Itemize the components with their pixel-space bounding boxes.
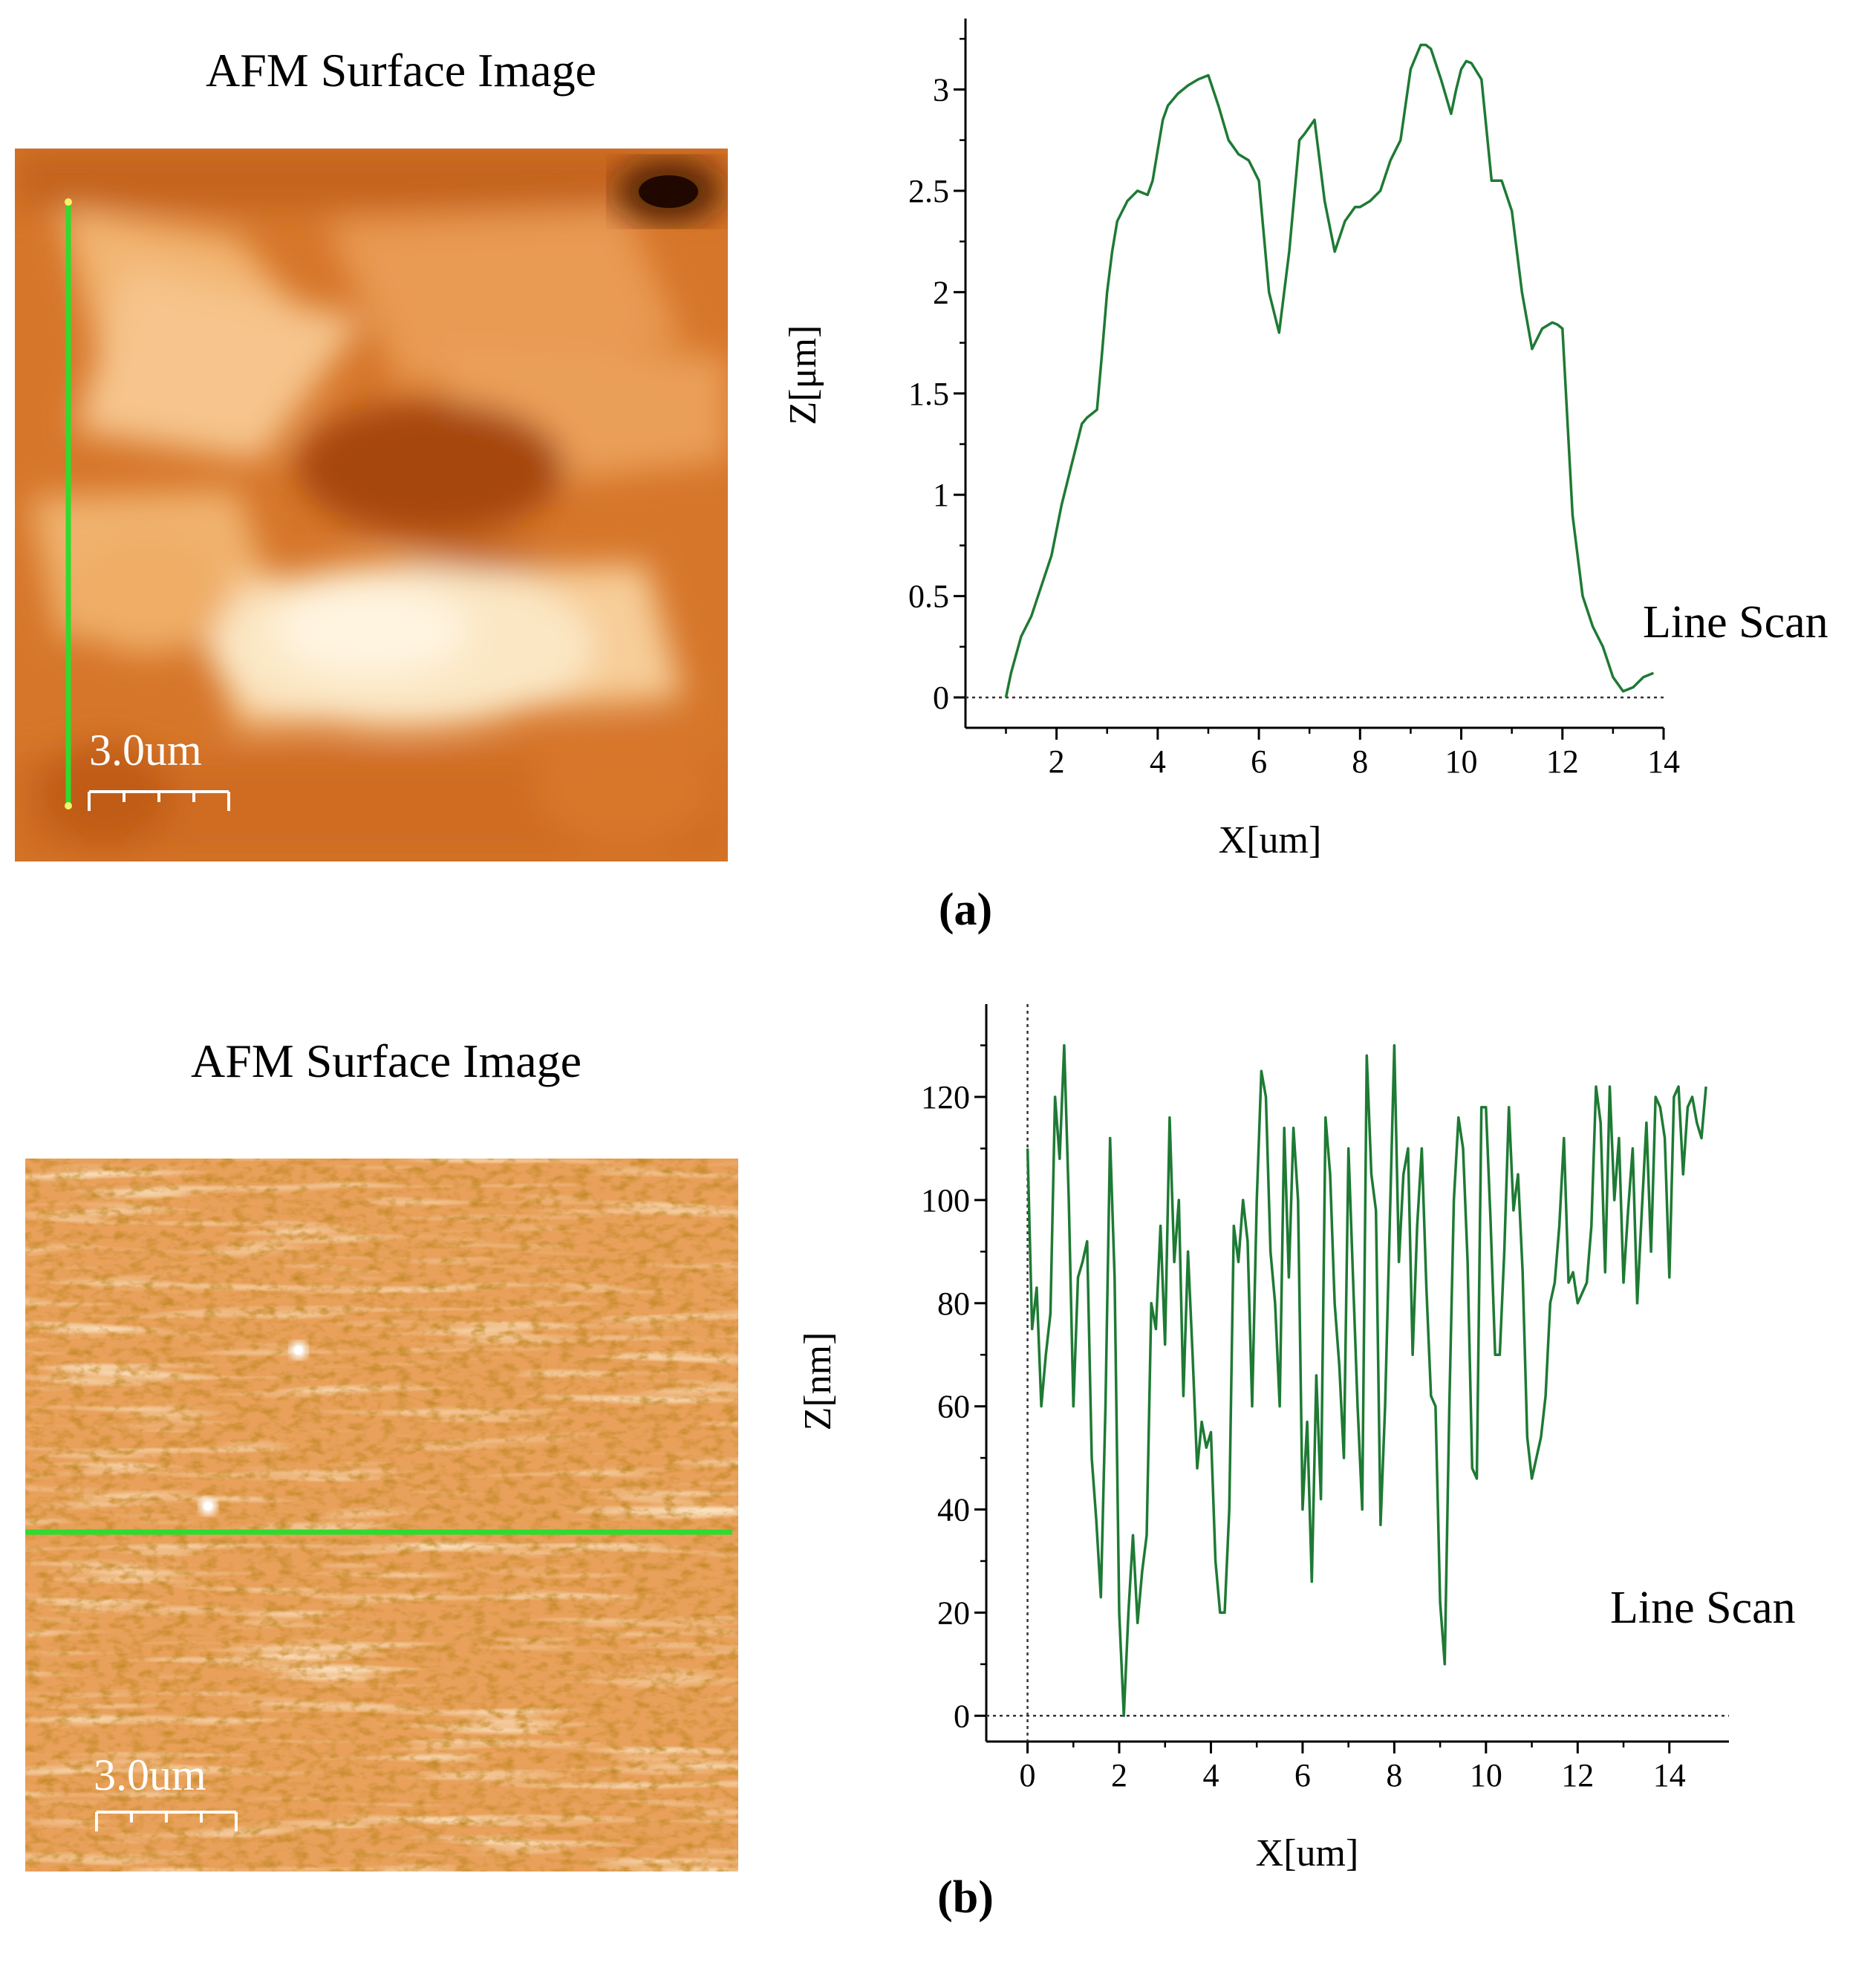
line-scan-label-a: Line Scan	[1643, 597, 1828, 648]
scale-bar-a: 3.0um	[88, 726, 230, 811]
x-tick-label-a: 6	[1251, 743, 1267, 780]
series-line-b	[1026, 1043, 1707, 1718]
x-tick-label-b: 6	[1294, 1757, 1311, 1794]
y-tick-label-a: 1	[933, 477, 949, 513]
scale-bar-label-b: 3.0um	[94, 1750, 206, 1799]
x-tick-label-a: 2	[1049, 743, 1065, 780]
x-tick-label-b: 12	[1561, 1757, 1594, 1794]
y-tick-label-b: 40	[937, 1492, 970, 1528]
chart-b: 0 20 40 60 80 100 120 0 2 4 6 8 10 12 14 X[um] Z[nm] Line…	[797, 1004, 1796, 1874]
x-tick-label-b: 8	[1386, 1757, 1402, 1794]
y-axis-title-a: Z[μm]	[782, 325, 824, 426]
x-tick-label-a: 14	[1647, 743, 1680, 780]
x-tick-label-b: 4	[1202, 1757, 1219, 1794]
y-tick-label-b: 0	[954, 1698, 970, 1734]
y-tick-label-a: 2.5	[908, 173, 949, 209]
series-line-a	[1004, 43, 1655, 698]
y-tick-label-a: 1.5	[908, 376, 949, 412]
y-tick-label-b: 120	[921, 1079, 970, 1115]
y-tick-label-b: 20	[937, 1594, 970, 1631]
y-tick-label-b: 80	[937, 1286, 970, 1322]
afm-title-b: AFM Surface Image	[190, 1035, 582, 1087]
panel-label-b: (b)	[937, 1872, 994, 1923]
x-tick-label-a: 12	[1546, 743, 1579, 780]
y-tick-label-a: 3	[933, 72, 949, 108]
x-axis-title-b: X[um]	[1256, 1832, 1359, 1874]
x-axis-title-a: X[um]	[1219, 819, 1322, 861]
x-tick-label-a: 8	[1352, 743, 1368, 780]
line-scan-label-b: Line Scan	[1610, 1583, 1796, 1633]
panel-label-a: (a)	[938, 885, 993, 935]
x-tick-label-b: 0	[1020, 1757, 1036, 1794]
chart-a: 0 0.5 1 1.5 2 2.5 3 2 4 6 8 10 12 14 X[um] Z[μm] Line Sc…	[782, 19, 1828, 861]
y-tick-label-b: 60	[937, 1389, 970, 1425]
x-tick-label-b: 14	[1653, 1757, 1686, 1794]
afm-title-a: AFM Surface Image	[205, 44, 597, 97]
y-tick-label-a: 0	[933, 680, 949, 716]
y-tick-label-a: 2	[933, 274, 949, 310]
afm-surface-image-b: 3.0um	[25, 1159, 738, 1872]
scale-bar-b: 3.0um	[94, 1750, 238, 1831]
x-tick-label-b: 2	[1111, 1757, 1127, 1794]
y-tick-label-a: 0.5	[908, 579, 949, 615]
x-tick-label-a: 4	[1150, 743, 1166, 780]
x-tick-label-b: 10	[1470, 1757, 1502, 1794]
y-axis-title-b: Z[nm]	[797, 1332, 839, 1431]
y-tick-label-b: 100	[921, 1182, 970, 1219]
scale-bar-label-a: 3.0um	[89, 726, 202, 775]
afm-surface-image-a: 3.0um	[15, 149, 728, 861]
x-tick-label-a: 10	[1445, 743, 1478, 780]
